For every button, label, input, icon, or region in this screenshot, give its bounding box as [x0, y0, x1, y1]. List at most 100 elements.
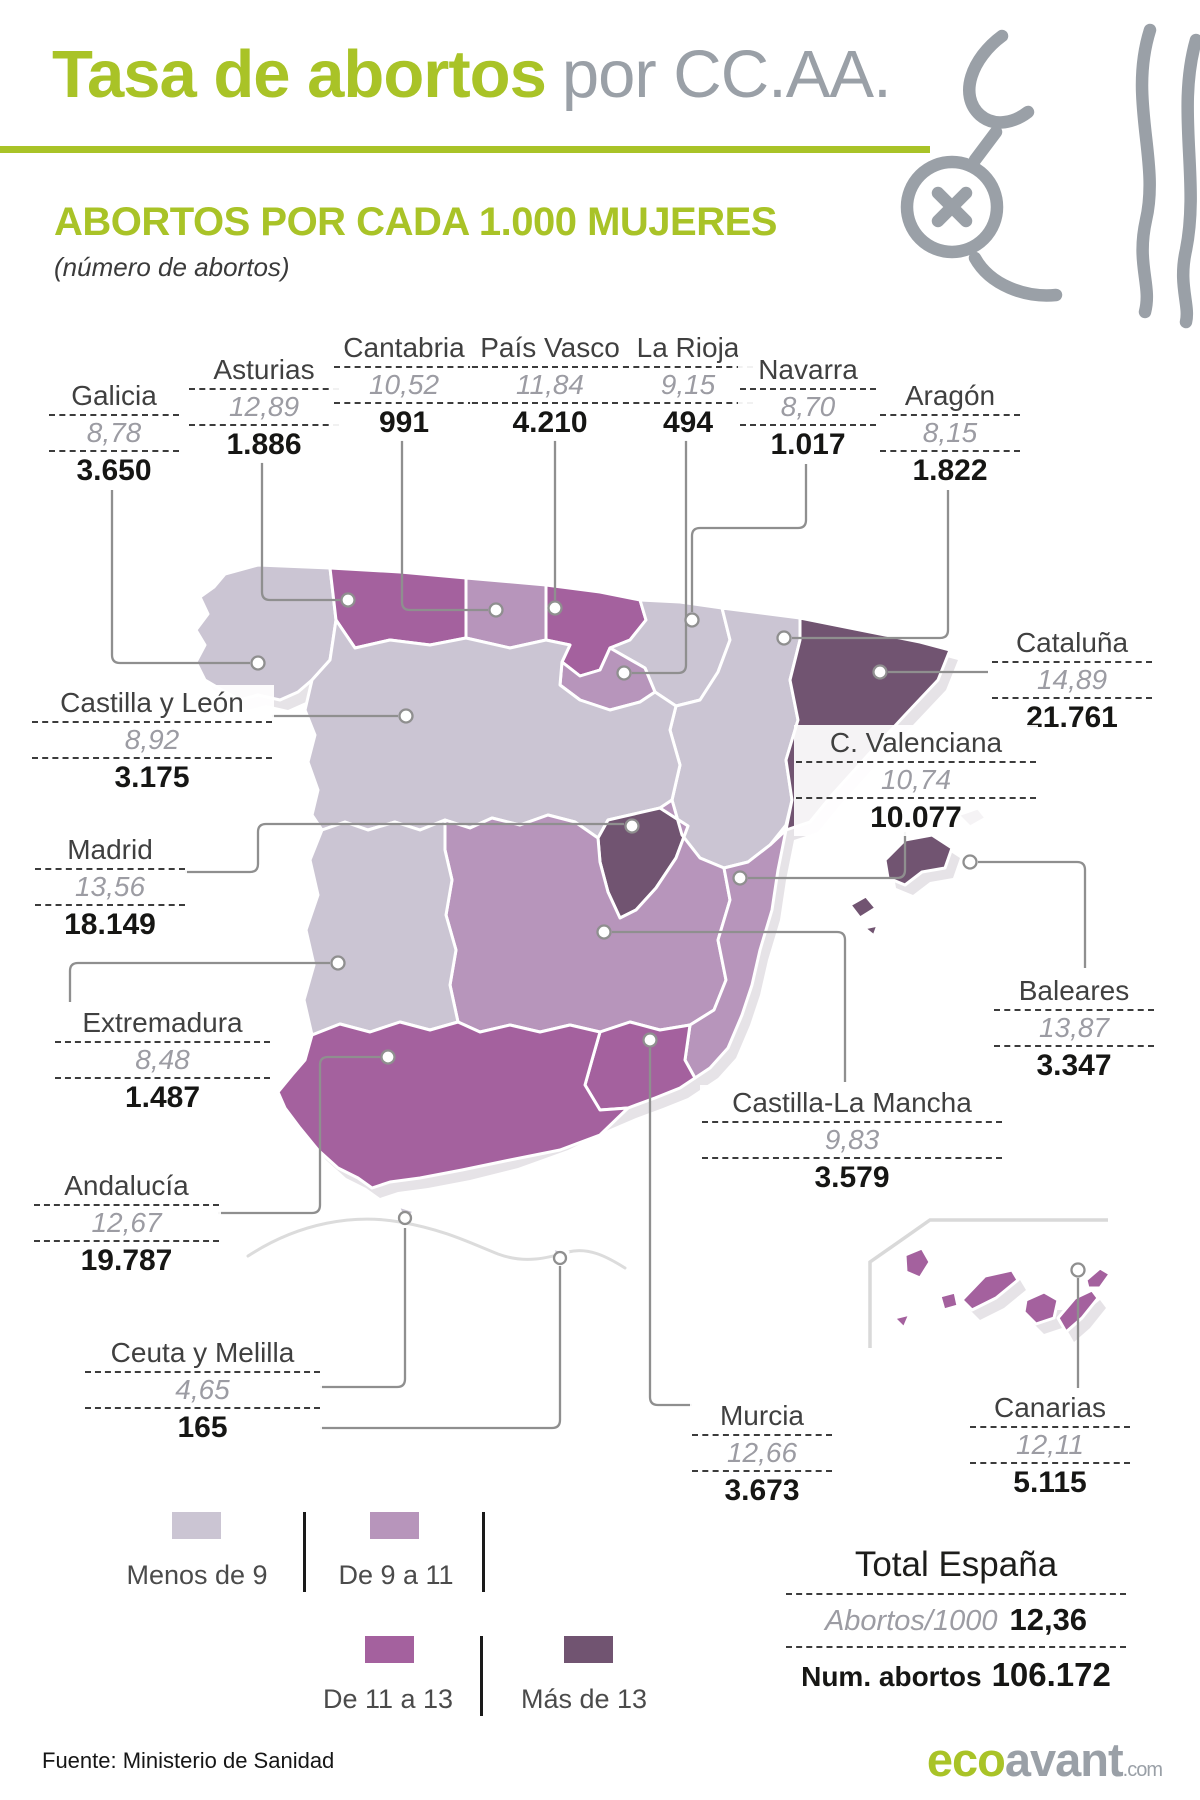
- total-rate-label: Abortos/1000: [824, 1605, 998, 1637]
- region-label-madrid: Madrid 13,56 18.149: [33, 832, 187, 943]
- region-count: 3.673: [724, 1474, 800, 1507]
- region-name: País Vasco: [472, 331, 628, 368]
- region-label-baleares: Baleares 13,87 3.347: [992, 973, 1156, 1084]
- region-rate: 8,78: [49, 416, 179, 452]
- region-name: Castilla y León: [32, 686, 272, 723]
- subtitle: ABORTOS POR CADA 1.000 MUJERES: [54, 200, 777, 244]
- morocco-coastline: [246, 1217, 627, 1270]
- subtitle-note: (número de abortos): [54, 252, 290, 282]
- legend-label-menos-de-9: Menos de 9: [126, 1560, 268, 1590]
- legend-divider: [303, 1512, 306, 1592]
- region-name: La Rioja: [623, 331, 753, 368]
- region-label-cantabria: Cantabria 10,52 991: [332, 330, 476, 441]
- total-count-label: Num. abortos: [801, 1661, 982, 1692]
- region-name: Galicia: [49, 379, 179, 416]
- region-label-c-valenciana: C. Valenciana 10,74 10.077: [794, 725, 1038, 836]
- region-cantabria: [464, 576, 548, 650]
- region-name: Murcia: [692, 1399, 832, 1436]
- logo-tld: .com: [1122, 1759, 1163, 1781]
- legend-swatch-de-9-a-11: [370, 1512, 419, 1539]
- region-name: Cataluña: [992, 626, 1152, 663]
- region-label-asturias: Asturias 12,89 1.886: [187, 352, 341, 463]
- region-rate: 8,15: [880, 416, 1020, 452]
- legend-divider: [482, 1512, 485, 1592]
- legend-swatch-de-11-a-13: [365, 1636, 414, 1663]
- region-count: 991: [378, 406, 430, 439]
- region-label-cataluna: Cataluña 14,89 21.761: [990, 625, 1154, 736]
- region-name: C. Valenciana: [796, 726, 1036, 763]
- canary-inset-border: [868, 1218, 1108, 1348]
- region-rate: 10,74: [796, 763, 1036, 799]
- region-label-la-rioja: La Rioja 9,15 494: [621, 330, 755, 441]
- region-rate: 10,52: [334, 368, 474, 404]
- region-name: Castilla-La Mancha: [702, 1086, 1002, 1123]
- region-count: 4.210: [512, 406, 588, 439]
- region-label-castilla-y-leon: Castilla y León 8,92 3.175: [30, 685, 274, 796]
- region-rate: 13,87: [994, 1011, 1154, 1047]
- region-name: Ceuta y Melilla: [85, 1336, 320, 1373]
- region-count: 1.487: [124, 1081, 201, 1114]
- region-rate: 12,67: [34, 1206, 219, 1242]
- legend-label-mas-de-13: Más de 13: [520, 1684, 648, 1714]
- legend-swatch-menos-de-9: [172, 1512, 221, 1539]
- total-title: Total España: [786, 1545, 1126, 1595]
- region-name: Navarra: [740, 353, 876, 390]
- region-label-galicia: Galicia 8,78 3.650: [47, 378, 181, 489]
- region-count: 3.347: [1036, 1049, 1112, 1082]
- page-title-green: Tasa de abortos: [52, 37, 547, 112]
- region-label-ceuta-y-melilla: Ceuta y Melilla 4,65 165: [83, 1335, 322, 1446]
- region-label-aragon: Aragón 8,15 1.822: [878, 378, 1022, 489]
- region-rate: 4,65: [85, 1373, 320, 1409]
- logo-eco: eco: [926, 1733, 1006, 1786]
- legend-divider: [480, 1636, 483, 1716]
- region-rate: 8,48: [55, 1043, 270, 1079]
- region-rate: 14,89: [992, 663, 1152, 699]
- region-label-pais-vasco: País Vasco 11,84 4.210: [470, 330, 630, 441]
- ecoavant-logo: ecoavant.com: [926, 1732, 1163, 1787]
- region-name: Canarias: [970, 1391, 1130, 1428]
- total-spain-box: Total España Abortos/1000 12,36 Num. abor…: [786, 1545, 1126, 1694]
- region-name: Andalucía: [34, 1169, 219, 1206]
- region-count: 18.149: [64, 908, 156, 941]
- region-name: Baleares: [994, 974, 1154, 1011]
- region-rate: 12,11: [970, 1428, 1130, 1464]
- title-underline: [0, 146, 930, 153]
- total-count-row: Num. abortos 106.172: [786, 1648, 1126, 1694]
- region-count: 1.886: [226, 428, 302, 461]
- total-count-value: 106.172: [991, 1656, 1111, 1693]
- legend-swatch-mas-de-13: [564, 1636, 613, 1663]
- total-rate-row: Abortos/1000 12,36: [786, 1595, 1126, 1648]
- region-name: Asturias: [189, 353, 339, 390]
- region-label-navarra: Navarra 8,70 1.017: [738, 352, 878, 463]
- region-label-andalucia: Andalucía 12,67 19.787: [32, 1168, 221, 1279]
- region-name: Aragón: [880, 379, 1020, 416]
- region-label-murcia: Murcia 12,66 3.673: [690, 1398, 834, 1509]
- region-rate: 9,83: [702, 1123, 1002, 1159]
- region-label-canarias: Canarias 12,11 5.115: [968, 1390, 1132, 1501]
- legend-label-de-11-a-13: De 11 a 13: [322, 1684, 454, 1714]
- region-rate: 8,92: [32, 723, 272, 759]
- region-name: Extremadura: [55, 1006, 270, 1043]
- region-extremadura: [302, 818, 460, 1037]
- region-name: Cantabria: [334, 331, 474, 368]
- page-title: Tasa de abortos por CC.AA.: [52, 36, 892, 113]
- region-count: 3.175: [114, 761, 190, 794]
- region-label-castilla-la-mancha: Castilla-La Mancha 9,83 3.579: [700, 1085, 1004, 1196]
- region-rate: 9,15: [623, 368, 753, 404]
- region-count: 3.650: [76, 454, 152, 487]
- region-count: 10.077: [870, 801, 962, 834]
- region-rate: 12,89: [189, 390, 339, 426]
- region-count: 3.579: [814, 1161, 890, 1194]
- region-name: Madrid: [35, 833, 185, 870]
- region-count: 5.115: [1013, 1466, 1087, 1499]
- page-title-gray: por CC.AA.: [561, 37, 892, 112]
- region-count: 1.017: [770, 428, 846, 461]
- region-rate: 13,56: [35, 870, 185, 906]
- region-rate: 11,84: [472, 368, 628, 404]
- pregnant-belly-icon: [900, 23, 1200, 329]
- region-rate: 12,66: [692, 1436, 832, 1472]
- logo-avant: avant: [1004, 1733, 1124, 1786]
- legend-label-de-9-a-11: De 9 a 11: [338, 1560, 454, 1590]
- leader-lines: [68, 440, 1087, 1430]
